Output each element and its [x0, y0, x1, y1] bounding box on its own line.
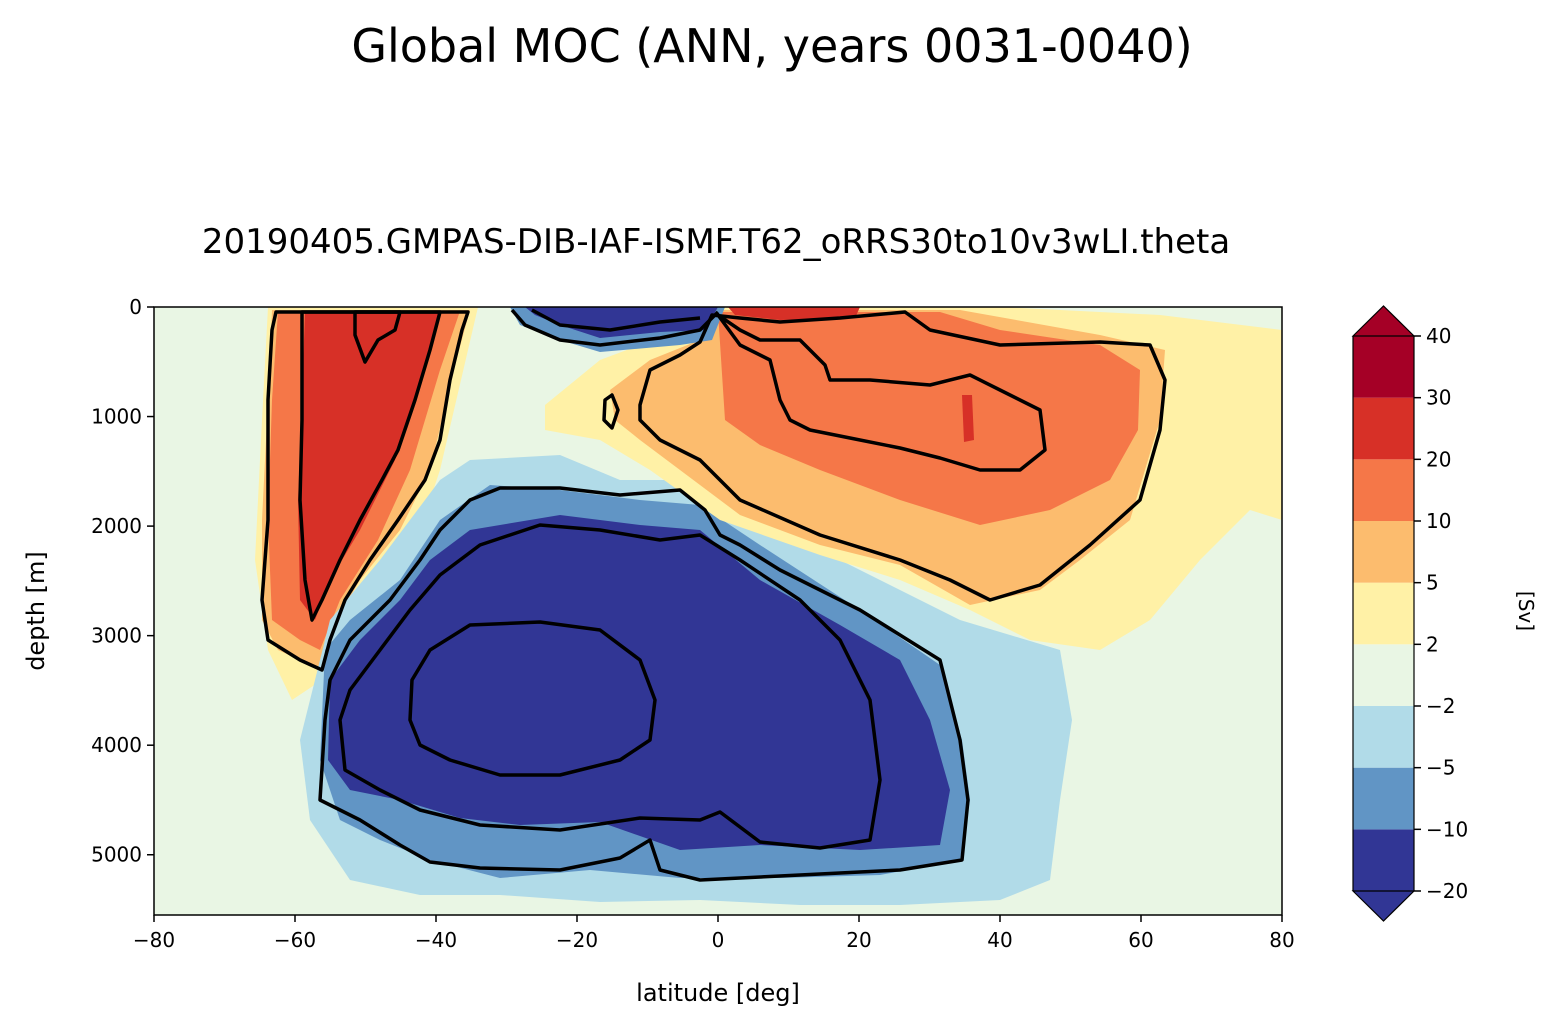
contour-abyssal-10sv: [318, 486, 970, 882]
y-tick-label: 5000: [91, 843, 142, 867]
y-tick-label: 3000: [91, 624, 142, 648]
x-axis-label: latitude [deg]: [636, 979, 800, 1007]
colorbar-segment: [1353, 397, 1414, 460]
colorbar-tick-label: 40: [1426, 324, 1451, 348]
colorbar-outline: [1352, 336, 1415, 891]
southern-cell-20sv: [298, 311, 440, 620]
colorbar-segment: [1353, 829, 1414, 891]
colorbar-extend-max: [1351, 305, 1416, 337]
x-tick-label: −80: [133, 928, 175, 952]
y-tick-label: 4000: [91, 733, 142, 757]
contour-northern-10sv: [716, 313, 1047, 472]
moc-field: [154, 307, 1282, 915]
x-tick-label: 80: [1269, 928, 1294, 952]
colorbar-tick-label: −10: [1426, 817, 1468, 841]
colorbar-tick-label: −2: [1426, 694, 1455, 718]
colorbar-segment: [1353, 459, 1414, 521]
colorbar-tick-label: 30: [1426, 386, 1451, 410]
y-axis: 0 1000 2000 3000 4000 5000: [91, 295, 154, 867]
colorbar-segment: [1353, 767, 1414, 830]
colorbar-tick-label: −20: [1426, 879, 1468, 903]
y-axis-label: depth [m]: [22, 551, 50, 671]
colorbar-tick-label: −5: [1426, 756, 1455, 780]
contour-southern-10sv: [260, 310, 470, 672]
colorbar-segment: [1353, 521, 1414, 583]
surface-positive-sliver: [728, 307, 860, 320]
colorbar-segment: [1353, 336, 1414, 398]
contour-surface-neg: [510, 308, 720, 347]
colorbar-extend-min: [1351, 890, 1416, 922]
contour-small-loop: [602, 393, 620, 430]
y-tick-label: 0: [129, 295, 142, 319]
y-tick-label: 2000: [91, 514, 142, 538]
contour-surface-neg-inner: [531, 308, 701, 332]
abyssal-cell-10sv: [328, 515, 950, 850]
colorbar-segment: [1353, 644, 1414, 706]
surface-cell-10sv: [525, 307, 718, 338]
x-tick-label: −40: [415, 928, 457, 952]
colorbar-tick-label: 10: [1426, 509, 1451, 533]
northern-cell-20sv: [962, 395, 974, 442]
contour-lines: [260, 308, 1167, 882]
figure-suptitle: Global MOC (ANN, years 0031-0040): [351, 19, 1192, 73]
contour-southern-20sv: [298, 310, 442, 622]
x-tick-label: 40: [987, 928, 1012, 952]
colorbar-label: [Sv]: [1514, 591, 1538, 631]
plot-title: 20190405.GMPAS-DIB-IAF-ISMF.T62_oRRS30to…: [202, 222, 1230, 262]
colorbar-tick-label: 20: [1426, 447, 1451, 471]
contour-southern-30sv: [353, 310, 402, 364]
x-tick-label: 0: [712, 928, 725, 952]
colorbar-tick-label: 5: [1426, 571, 1439, 595]
x-tick-label: 60: [1128, 928, 1153, 952]
contour-abyssal-20sv: [338, 523, 882, 850]
colorbar-segment: [1353, 706, 1414, 768]
x-tick-label: 20: [846, 928, 871, 952]
colorbar: −20 −10 −5 −2 2 5 10 20 30 40: [1351, 305, 1468, 922]
colorbar-tick-label: 2: [1426, 632, 1439, 656]
contour-abyssal-core: [408, 620, 657, 777]
x-tick-label: −60: [274, 928, 316, 952]
colorbar-segment: [1353, 582, 1414, 645]
x-tick-label: −20: [556, 928, 598, 952]
x-axis: −80 −60 −40 −20 0 20 40 60 80: [133, 915, 1295, 952]
y-tick-label: 1000: [91, 405, 142, 429]
